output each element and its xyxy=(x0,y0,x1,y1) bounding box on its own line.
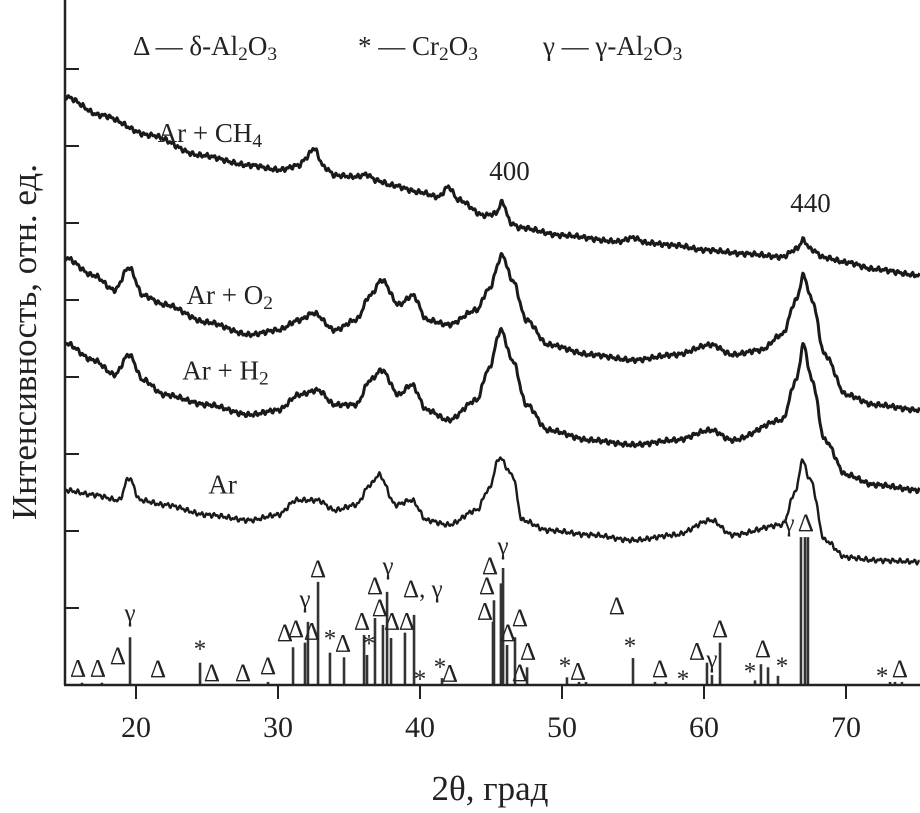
x-axis-title: 2θ, град xyxy=(432,769,549,808)
phase-marker: γ xyxy=(497,533,509,560)
x-tick-label: 40 xyxy=(405,711,435,744)
phase-marker: * xyxy=(324,625,337,652)
y-axis-title: Интенсивность, отн. ед. xyxy=(5,164,44,520)
phase-marker: Δ xyxy=(367,573,383,600)
phase-marker: Δ xyxy=(90,655,106,682)
phase-marker: * xyxy=(624,633,637,660)
phase-marker: * xyxy=(414,666,427,693)
reference-lines xyxy=(80,537,904,685)
phase-marker: * xyxy=(559,653,572,680)
legend-item: * — Cr2O3 xyxy=(358,31,478,65)
x-tick-label: 60 xyxy=(689,711,719,744)
phase-marker: Δ xyxy=(110,643,126,670)
phase-marker: Δ xyxy=(689,638,705,665)
phase-marker: * xyxy=(744,658,757,685)
series-line xyxy=(64,456,920,566)
phase-marker: * xyxy=(194,636,207,663)
phase-marker: Δ xyxy=(70,655,86,682)
phase-marker: Δ xyxy=(512,660,528,687)
phase-marker: Δ xyxy=(335,631,351,658)
legend: Δ — δ-Al2O3 * — Cr2O3 γ — γ-Al2O3 xyxy=(133,31,682,65)
series-label: Ar + CH4 xyxy=(158,118,263,152)
phase-marker: Δ xyxy=(479,573,495,600)
phase-marker: Δ xyxy=(892,656,908,683)
diffraction-curves xyxy=(63,94,920,566)
axes: 20 30 40 50 60 70 xyxy=(63,0,920,744)
phase-marker: γ xyxy=(124,600,136,627)
peak-annotation: 440 xyxy=(790,188,831,218)
phase-marker: Δ xyxy=(798,510,814,537)
phase-marker: γ xyxy=(783,510,795,537)
series-label: Ar + O2 xyxy=(187,280,273,314)
phase-marker: Δ xyxy=(442,661,458,688)
phase-marker: * xyxy=(363,631,376,658)
phase-marker: Δ xyxy=(755,636,771,663)
phase-marker: * xyxy=(876,663,889,690)
phase-marker: Δ xyxy=(288,616,304,643)
peak-annotation: 400 xyxy=(489,156,530,186)
phase-marker: * xyxy=(776,653,789,680)
phase-marker: Δ xyxy=(277,620,293,647)
phase-marker: Δ xyxy=(712,616,728,643)
series-line xyxy=(64,327,920,495)
phase-marker: Δ xyxy=(204,660,220,687)
legend-item: Δ — δ-Al2O3 xyxy=(133,31,277,65)
phase-marker: Δ xyxy=(304,618,320,645)
phase-marker: * xyxy=(434,654,447,681)
x-tick-label: 20 xyxy=(121,711,151,744)
series-line xyxy=(63,94,920,279)
phase-marker: Δ xyxy=(399,608,415,635)
phase-marker: Δ xyxy=(500,620,516,647)
phase-marker: Δ xyxy=(570,658,586,685)
phase-marker: Δ xyxy=(260,653,276,680)
x-tick-label: 50 xyxy=(547,711,577,744)
phase-marker: γ xyxy=(298,586,310,613)
phase-marker: Δ xyxy=(520,638,536,665)
phase-marker: Δ, γ xyxy=(403,576,443,603)
phase-marker: Δ xyxy=(482,553,498,580)
phase-marker: Δ xyxy=(384,608,400,635)
phase-marker: Δ xyxy=(512,605,528,632)
phase-marker: * xyxy=(677,666,690,693)
phase-marker: Δ xyxy=(372,595,388,622)
phase-marker: Δ xyxy=(652,656,668,683)
curve-labels: Ar + CH4 Ar + O2 Ar + H2 Ar 400 440 xyxy=(158,118,831,499)
series-line xyxy=(63,252,920,414)
series-label: Ar + H2 xyxy=(182,355,268,389)
phase-marker: Δ xyxy=(310,556,326,583)
x-tick-label: 30 xyxy=(263,711,293,744)
x-tick-label: 70 xyxy=(831,711,861,744)
phase-marker: Δ xyxy=(235,660,251,687)
phase-marker: γ xyxy=(382,553,394,580)
phase-marker: Δ xyxy=(354,608,370,635)
phase-marker: Δ xyxy=(477,598,493,625)
legend-item: γ — γ-Al2O3 xyxy=(542,31,682,65)
phase-marker: Δ xyxy=(150,656,166,683)
phase-marker: γ xyxy=(705,646,717,673)
series-label: Ar xyxy=(208,469,237,499)
phase-marker: Δ xyxy=(609,593,625,620)
